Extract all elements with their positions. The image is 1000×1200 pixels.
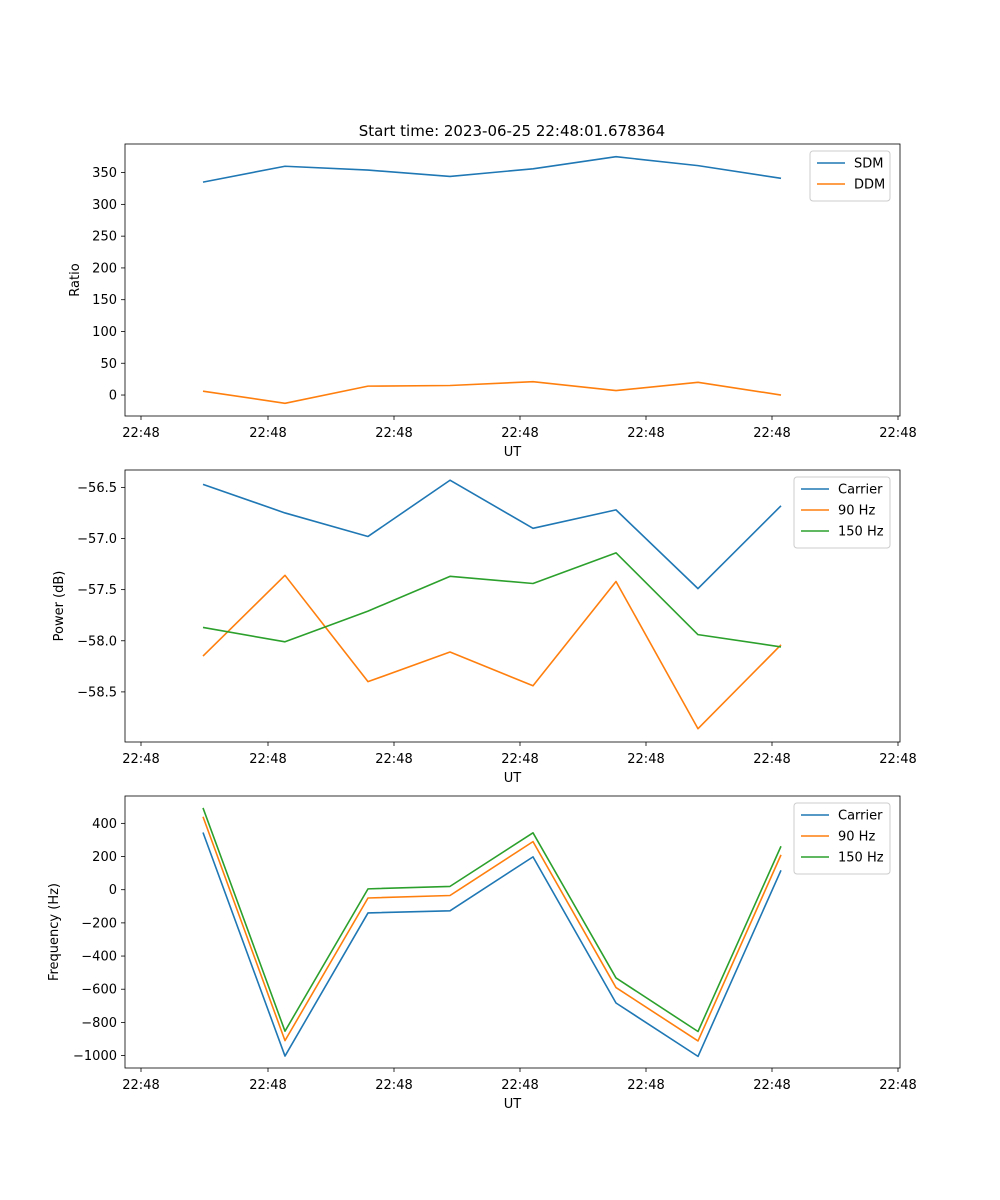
y-tick-label: −58.5 [77,685,117,700]
series-line-150-hz [202,552,782,648]
axes-frame [124,143,901,417]
legend-label: Carrier [838,483,883,498]
y-tick-label: −58.0 [77,634,117,649]
chart-panel-1: 0 50 100 150 200 250 300 350 22:48 22:48 22:48 22:4… [68,143,917,460]
x-tick-label: 22:48 [879,1078,916,1093]
axes-frame [124,469,901,743]
x-tick-label: 22:48 [122,1078,159,1093]
y-tick-label: 150 [92,293,117,308]
x-tick-label: 22:48 [501,1078,538,1093]
series-line-90-hz [202,816,782,1042]
series-line-sdm [202,155,782,183]
y-tick-label: −56.5 [77,481,117,496]
series-line-ddm [202,380,782,405]
charts-container: 0 50 100 150 200 250 300 350 22:48 22:48 22:48 22:4… [47,143,917,1112]
legend-label: DDM [854,178,885,193]
x-tick-label: 22:48 [501,426,538,441]
x-axis-label: UT [504,445,522,460]
legend-label: 150 Hz [838,851,884,866]
y-tick-label: 200 [92,850,117,865]
legend-label: 90 Hz [838,830,875,845]
y-tick-label: 0 [109,883,117,898]
x-tick-label: 22:48 [501,752,538,767]
series-line-90-hz [202,574,782,730]
series-line-150-hz [202,807,782,1033]
x-tick-label: 22:48 [627,426,664,441]
legend-label: SDM [854,157,883,172]
y-tick-label: −400 [81,950,117,965]
y-tick-label: 250 [92,230,117,245]
x-tick-label: 22:48 [753,1078,790,1093]
x-tick-label: 22:48 [879,426,916,441]
y-tick-label: −200 [81,916,117,931]
x-axis-label: UT [504,771,522,786]
chart-panel-3: −1000 −800 −600 −400 −200 0 200 400 22:48 22:48 22… [47,795,917,1112]
x-tick-label: 22:48 [627,1078,664,1093]
x-tick-label: 22:48 [122,426,159,441]
x-tick-label: 22:48 [249,752,286,767]
x-tick-label: 22:48 [375,426,412,441]
legend: Carrier 90 Hz 150 Hz [793,802,891,875]
chart-panel-2: −58.5 −58.0 −57.5 −57.0 −56.5 22:48 22:48 22:48… [52,469,917,786]
x-tick-label: 22:48 [375,1078,412,1093]
y-axis-label: Frequency (Hz) [47,883,62,981]
legend: Carrier 90 Hz 150 Hz [793,476,891,549]
x-tick-label: 22:48 [753,426,790,441]
axes-frame [124,795,901,1069]
x-tick-label: 22:48 [627,752,664,767]
y-tick-label: −1000 [73,1049,117,1064]
x-tick-label: 22:48 [249,1078,286,1093]
y-tick-label: 400 [92,817,117,832]
y-axis-label: Power (dB) [52,571,67,642]
y-tick-label: 350 [92,166,117,181]
x-tick-label: 22:48 [375,752,412,767]
x-tick-label: 22:48 [122,752,159,767]
y-tick-label: −800 [81,1016,117,1031]
y-tick-label: 100 [92,325,117,340]
legend-label: Carrier [838,809,883,824]
legend-label: 150 Hz [838,525,884,540]
x-tick-label: 22:48 [249,426,286,441]
y-tick-label: 300 [92,198,117,213]
y-tick-label: 0 [109,389,117,404]
legend-label: 90 Hz [838,504,875,519]
y-axis-label: Ratio [68,263,83,296]
x-axis-label: UT [504,1097,522,1112]
y-tick-label: 50 [100,357,117,372]
y-tick-label: −57.0 [77,532,117,547]
series-line-carrier [202,479,782,590]
y-tick-label: −57.5 [77,583,117,598]
figure-title: Start time: 2023-06-25 22:48:01.678364 [359,122,665,140]
series-line-carrier [202,832,782,1058]
x-tick-label: 22:48 [753,752,790,767]
y-tick-label: 200 [92,261,117,276]
legend: SDM DDM [809,150,891,202]
x-tick-label: 22:48 [879,752,916,767]
y-tick-label: −600 [81,983,117,998]
